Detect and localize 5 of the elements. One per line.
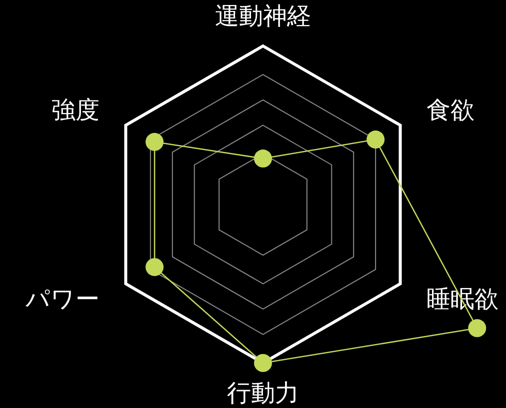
- category-label: 運動神経: [215, 2, 311, 30]
- category-label: 強度: [52, 96, 100, 124]
- category-label: パワー: [26, 284, 100, 313]
- category-label: 食欲: [426, 96, 474, 124]
- category-label: 行動力: [227, 379, 299, 408]
